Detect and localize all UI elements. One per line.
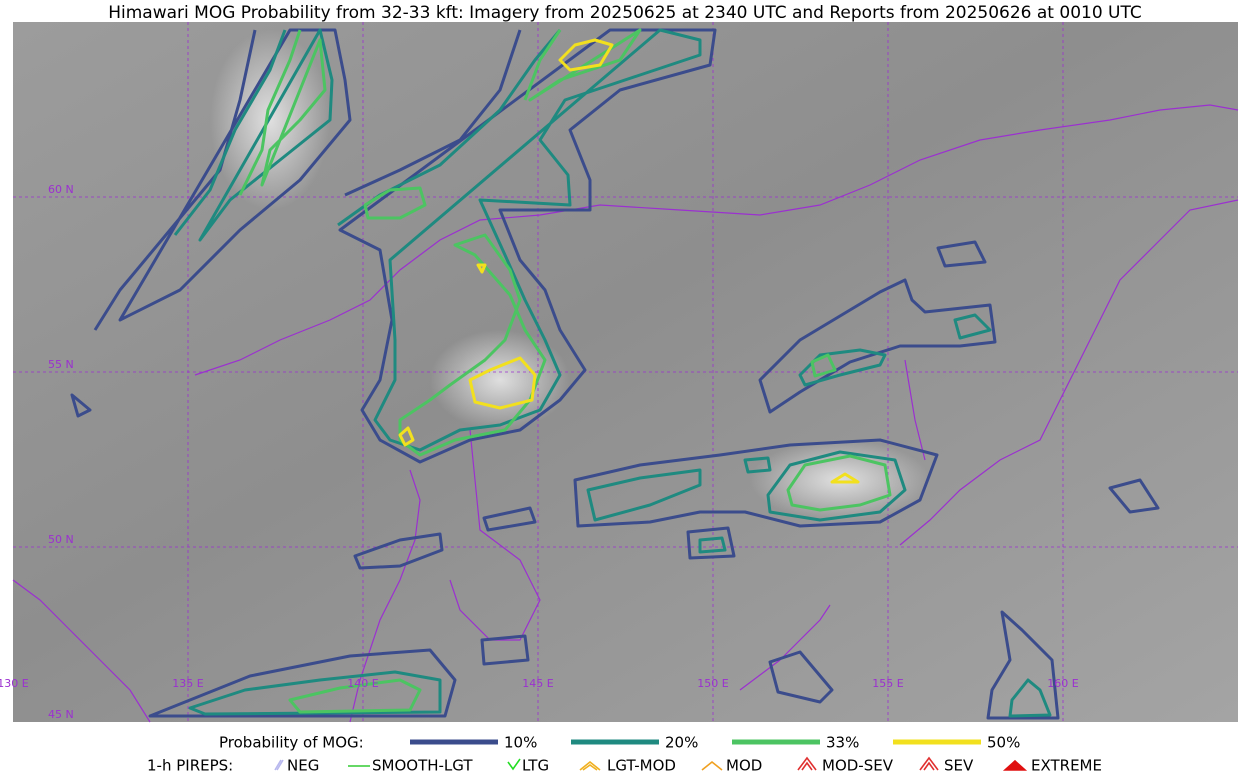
- contour: [953, 313, 992, 340]
- lon-label: 155 E: [872, 677, 903, 690]
- pirep-symbol: [797, 756, 817, 771]
- contour: [586, 468, 702, 522]
- legend-title: Probability of MOG:: [219, 734, 364, 752]
- pirep-symbol: [1002, 759, 1028, 771]
- contour: [480, 634, 530, 666]
- contours: [70, 28, 1160, 720]
- pirep-symbol: [579, 760, 601, 771]
- contour: [173, 28, 334, 242]
- legend-label: 33%: [826, 734, 859, 752]
- contour: [573, 438, 939, 528]
- lat-label: 50 N: [48, 533, 74, 546]
- legend-label: 50%: [987, 734, 1020, 752]
- legend-title: 1-h PIREPS:: [147, 757, 233, 775]
- contour: [830, 472, 860, 484]
- pirep-symbol: [274, 759, 284, 771]
- pirep-label: EXTREME: [1031, 757, 1102, 775]
- pirep-symbol: [701, 760, 723, 771]
- contour: [766, 450, 907, 522]
- contour: [1008, 678, 1052, 718]
- pirep-label: NEG: [287, 757, 319, 775]
- contour: [476, 263, 487, 274]
- contour: [398, 233, 547, 457]
- legend-label: 20%: [665, 734, 698, 752]
- contour: [353, 532, 444, 570]
- coastlines: [12, 104, 1239, 723]
- contour: [743, 456, 772, 474]
- pirep-label: MOD-SEV: [822, 757, 894, 775]
- contour: [338, 28, 717, 464]
- contour: [986, 610, 1060, 720]
- contour: [363, 186, 427, 220]
- contour: [1108, 478, 1160, 514]
- contour: [686, 526, 736, 560]
- map: 60 N 55 N 50 N 45 N 130 E 135 E 140 E 145 E 150 …: [0, 22, 1239, 723]
- pirep-label: LGT-MOD: [607, 757, 676, 775]
- contour: [468, 356, 537, 410]
- contour: [786, 454, 892, 512]
- pirep-label: LTG: [522, 757, 549, 775]
- contour: [238, 29, 327, 196]
- cloud: [430, 330, 570, 430]
- pirep-symbol: [919, 756, 939, 771]
- pirep-label: MOD: [726, 757, 762, 775]
- legend-label: 10%: [504, 734, 537, 752]
- lat-label: 55 N: [48, 358, 74, 371]
- pirep-symbol: [507, 758, 521, 771]
- contour: [482, 506, 537, 532]
- lon-label: 145 E: [522, 677, 553, 690]
- pirep-label: SMOOTH-LGT: [372, 757, 473, 775]
- lon-label: 150 E: [697, 677, 728, 690]
- contour: [768, 650, 834, 704]
- legend: Probability of MOG: 10% 20% 33% 50% 1-h PIREP…: [147, 734, 1102, 775]
- lon-label: 135 E: [172, 677, 203, 690]
- lon-label: 160 E: [1047, 677, 1078, 690]
- contour: [936, 240, 987, 268]
- contour: [698, 536, 727, 554]
- graticule-labels: 60 N 55 N 50 N 45 N 130 E 135 E 140 E 145 E 150 …: [0, 183, 1079, 721]
- contour: [288, 678, 422, 714]
- contour: [93, 28, 352, 331]
- contour: [558, 38, 614, 72]
- pirep-label: SEV: [944, 757, 974, 775]
- contour: [70, 393, 92, 418]
- contour: [188, 670, 442, 716]
- contour: [398, 426, 415, 447]
- contour: [148, 648, 457, 718]
- lat-label: 45 N: [48, 708, 74, 721]
- graticule: [13, 22, 1238, 722]
- lat-label: 60 N: [48, 183, 74, 196]
- title: Himawari MOG Probability from 32-33 kft:…: [108, 3, 1142, 23]
- contour: [810, 353, 837, 378]
- contour: [523, 28, 642, 102]
- lon-label: 140 E: [347, 677, 378, 690]
- lon-label: 130 E: [0, 677, 29, 690]
